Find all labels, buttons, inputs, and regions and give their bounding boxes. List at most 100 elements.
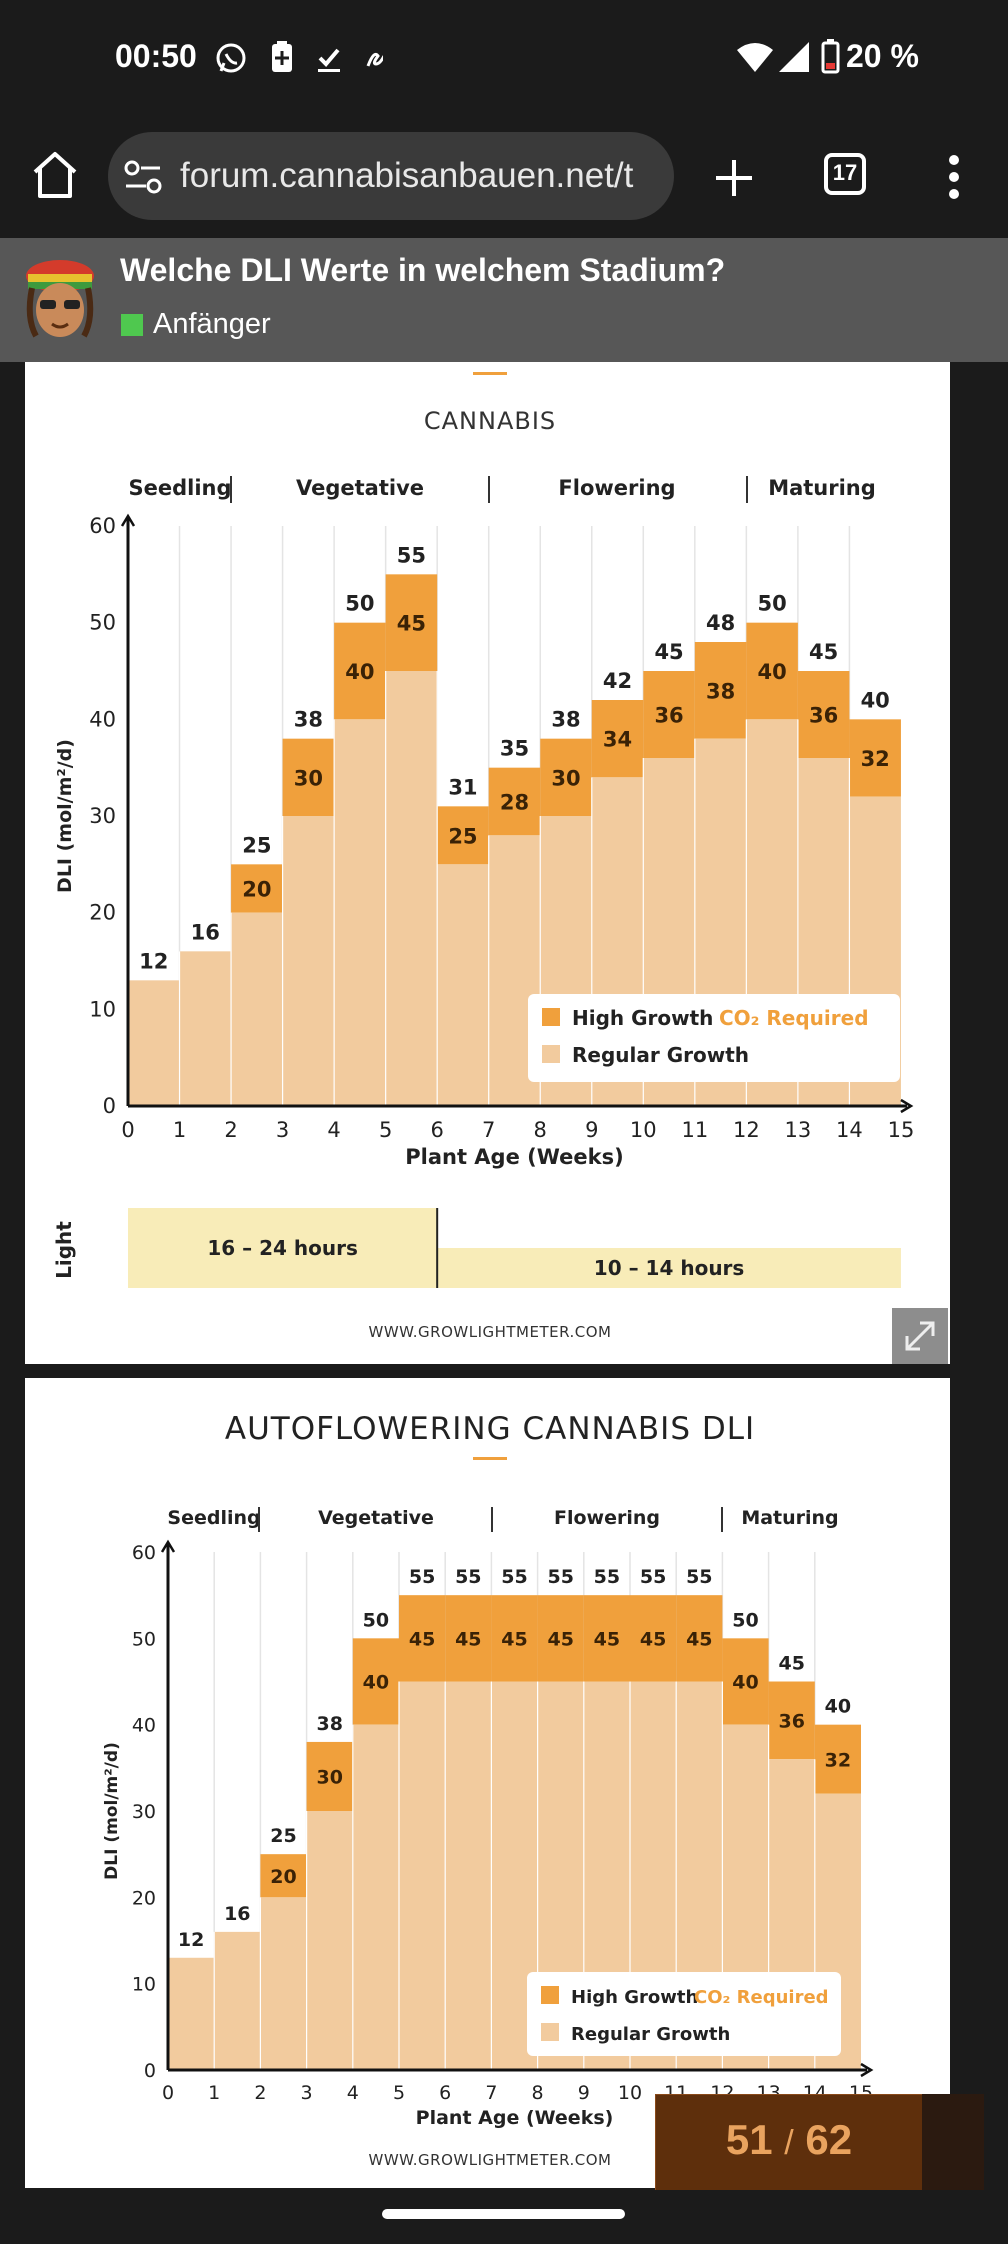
status-system-icons [737,39,840,74]
data-label-inner: 30 [316,1767,342,1789]
legend-label-regular: Regular Growth [571,2024,730,2045]
x-axis-arrow [860,2062,874,2078]
data-label-top: 38 [551,708,580,732]
expand-button[interactable] [892,1308,948,1364]
bar-regular-growth [260,1897,307,2070]
user-avatar[interactable] [22,258,100,342]
y-tick-label: 50 [89,611,116,635]
data-label-top: 50 [345,592,374,616]
url-bar[interactable] [108,132,674,220]
data-label-inner: 45 [686,1629,712,1651]
bar-high-growth [445,1595,492,1682]
chart-cannabis-dli: DAILY LIGHT INTEGRAL CANNABIS Seedling Vege… [52,329,915,1341]
light-seg2-label: 10 – 14 hours [594,1256,745,1280]
data-label-top: 55 [409,1566,435,1588]
x-tick-label: 0 [121,1118,134,1142]
legend-label-regular: Regular Growth [572,1043,749,1067]
data-label-top: 40 [825,1696,851,1718]
battery-icon [821,39,840,74]
gesture-home-pill[interactable] [382,2209,625,2219]
data-label-top: 50 [363,1609,389,1631]
x-tick-label: 8 [534,1118,547,1142]
data-label-top: 35 [500,737,529,761]
bar-regular-growth [214,1931,261,2070]
data-label-top: 55 [547,1566,573,1588]
data-label-top: 48 [706,611,735,635]
legend-swatch-high [542,1008,560,1026]
url-text[interactable]: forum.cannabisanbauen.net/t [180,156,634,195]
x-tick-label: 3 [276,1118,289,1142]
legend-box [528,994,900,1082]
data-label-inner: 45 [547,1629,573,1651]
tab-switcher-button[interactable] [824,153,866,195]
data-label-inner: 36 [809,703,838,727]
data-label-inner: 25 [448,824,477,848]
data-label-top: 16 [224,1903,250,1925]
x-tick-label: 10 [618,2082,642,2104]
light-seg1-label: 16 – 24 hours [207,1236,358,1260]
bar-high-growth [722,1638,769,1725]
x-tick-label: 9 [585,1118,598,1142]
y-tick-label: 0 [103,1094,116,1118]
more-icon[interactable] [944,152,964,202]
data-label-top: 55 [397,543,426,567]
bar-regular-growth [352,1724,399,2070]
bar-high-growth [231,864,283,913]
bar-regular-growth [128,980,180,1106]
stage-label-flowering: Flowering [554,1507,660,1529]
y-axis-arrow [160,1539,176,1553]
data-label-top: 55 [594,1566,620,1588]
data-label-top: 45 [809,640,838,664]
y-tick-label: 20 [89,901,116,925]
bar-high-growth [583,1595,630,1682]
x-axis-arrow [900,1098,914,1114]
bar-high-growth [797,671,850,758]
bar-high-growth [437,806,489,865]
bar-regular-growth [306,1811,353,2070]
legend-swatch-regular [542,1045,560,1063]
data-label-inner: 36 [654,703,683,727]
topic-header [0,238,1008,362]
post-progress-indicator[interactable] [655,2094,925,2192]
bar-regular-growth [168,1957,215,2070]
data-label-inner: 45 [455,1629,481,1651]
bar-high-growth [676,1595,723,1682]
data-label-inner: 20 [242,877,271,901]
thread-title[interactable]: Welche DLI Werte in welchem Stadium? [120,252,726,288]
bar-high-growth [260,1854,307,1898]
bar-high-growth [591,700,644,778]
bar-high-growth [385,574,438,671]
y-tick-label: 50 [132,1628,156,1650]
home-icon[interactable] [30,150,80,200]
stage-label-maturing: Maturing [768,476,876,500]
y-tick-label: 40 [132,1715,156,1737]
x-tick-label: 2 [254,2082,266,2104]
rank-badge-square [121,314,143,336]
legend-label-high: High Growth [572,1006,713,1030]
status-notification-icons [216,41,383,73]
bar-high-growth [630,1595,677,1682]
legend-label-co2: CO₂ Required [694,1987,829,2008]
x-tick-label: 15 [888,1118,915,1142]
data-label-top: 12 [178,1929,204,1951]
stage-label-seedling: Seedling [128,476,231,500]
y-tick-label: 10 [89,997,116,1021]
data-label-inner: 40 [758,660,787,684]
bar-high-growth [768,1681,815,1760]
data-label-inner: 45 [594,1629,620,1651]
y-axis-label: DLI (mol/m²/d) [102,1742,122,1880]
data-label-inner: 34 [603,728,632,752]
data-label-top: 38 [316,1713,342,1735]
legend-box [527,1972,841,2056]
check-icon [318,48,340,72]
bar-high-growth [849,719,901,797]
data-label-top: 55 [640,1566,666,1588]
data-label-top: 50 [758,592,787,616]
stage-label-maturing: Maturing [741,1507,838,1529]
bar-regular-growth [399,1681,446,2070]
site-settings-icon[interactable] [124,158,164,196]
new-tab-icon[interactable] [712,156,756,200]
data-label-inner: 32 [861,747,890,771]
data-label-top: 25 [270,1825,296,1847]
x-tick-label: 2 [224,1118,237,1142]
